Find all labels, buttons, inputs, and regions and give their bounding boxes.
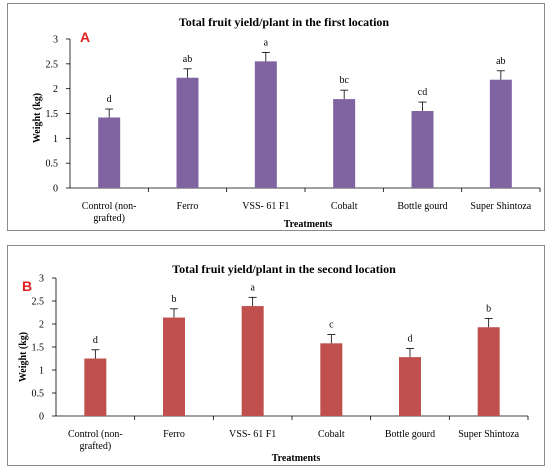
chart-a-plot-area: 0 0.5 1 1.5 2 2.5 3 d Control (non-grafted) ab Fer… [46, 35, 541, 224]
chart-b-significance-label: d [93, 335, 98, 346]
chart-a-y-tick-label: 2 [53, 84, 58, 95]
chart-a-error-bar [261, 52, 270, 62]
chart-b-bar [241, 306, 264, 416]
chart-a-svg: Total fruit yield/plant in the first loc… [32, 15, 541, 230]
chart-b-category-label: Ferro [163, 429, 185, 440]
chart-b-title: Total fruit yield/plant in the second lo… [172, 262, 396, 276]
chart-a-category-label: grafted) [93, 213, 125, 224]
chart-b-ylabel: Weight (kg) [18, 332, 29, 382]
chart-a-bar [489, 79, 512, 188]
chart-a-bar [411, 111, 434, 188]
chart-a-panel-label: A [80, 29, 90, 45]
chart-a-significance-label: a [264, 37, 269, 48]
chart-a-significance-label: ab [496, 56, 505, 67]
chart-a-significance-label: bc [339, 75, 349, 86]
chart-b-bar [84, 358, 107, 416]
chart-a-bar [254, 61, 277, 188]
chart-a-category-label: Bottle gourd [397, 201, 447, 212]
chart-a-y-tick-label: 2.5 [46, 59, 59, 70]
chart-a-error-bar [496, 70, 505, 80]
chart-b-significance-label: c [329, 320, 334, 331]
chart-b-y-tick-label: 3 [39, 274, 44, 285]
chart-b-bar [320, 343, 343, 416]
chart-panel-b: Total fruit yield/plant in the second lo… [7, 245, 545, 466]
chart-a-xlabel: Treatments [284, 219, 333, 230]
chart-a-error-bar [418, 101, 427, 112]
chart-b-category-label: VSS- 61 F1 [229, 429, 276, 440]
chart-b-category-label: Control (non- [68, 429, 123, 440]
chart-a-bar [176, 77, 199, 188]
chart-b-category-label: Super Shintoza [458, 429, 519, 440]
chart-b-error-bar [248, 296, 257, 307]
chart-a-error-bar [105, 108, 114, 118]
chart-b-significance-label: b [172, 294, 177, 305]
chart-b-bar [163, 317, 185, 416]
chart-panel-a: Total fruit yield/plant in the first loc… [7, 3, 545, 231]
chart-a-error-bar [340, 89, 349, 100]
chart-b-error-bar [170, 308, 178, 318]
chart-b-panel-label: B [22, 278, 32, 294]
chart-a-y-tick-label: 1.5 [46, 109, 59, 120]
chart-a-error-bar [183, 68, 192, 78]
chart-b-category-label: grafted) [80, 441, 112, 452]
chart-b-bar [477, 327, 500, 416]
chart-b-y-tick-label: 1 [39, 366, 44, 377]
chart-a-y-tick-label: 3 [53, 35, 58, 46]
chart-b-significance-label: b [486, 303, 491, 314]
chart-a-category-label: VSS- 61 F1 [242, 201, 289, 212]
chart-b-y-tick-label: 2.5 [32, 297, 45, 308]
chart-b-significance-label: a [250, 282, 255, 293]
chart-b-category-label: Cobalt [318, 429, 345, 440]
chart-a-category-label: Ferro [177, 201, 199, 212]
chart-a-ylabel: Weight (kg) [32, 93, 43, 143]
chart-b-svg: Total fruit yield/plant in the second lo… [18, 262, 529, 464]
chart-b-error-bar [91, 349, 100, 359]
chart-a-bar [98, 117, 121, 188]
chart-a-title: Total fruit yield/plant in the first loc… [179, 15, 390, 29]
chart-b-error-bar [484, 318, 493, 328]
chart-b-category-label: Bottle gourd [385, 429, 435, 440]
chart-b-xlabel: Treatments [272, 453, 321, 464]
chart-b-error-bar [406, 347, 414, 358]
chart-b-y-tick-label: 0.5 [32, 389, 45, 400]
chart-b-y-tick-label: 2 [39, 320, 44, 331]
chart-a-category-label: Control (non- [82, 201, 137, 212]
chart-b-bar [399, 357, 421, 416]
chart-a-category-label: Super Shintoza [470, 201, 531, 212]
chart-a-y-tick-label: 0 [53, 184, 58, 195]
chart-a-category-label: Cobalt [331, 201, 358, 212]
chart-b-significance-label: d [408, 333, 413, 344]
chart-a-y-tick-label: 0.5 [46, 159, 59, 170]
chart-b-error-bar [327, 334, 336, 344]
chart-b-y-tick-label: 0 [39, 412, 44, 423]
chart-a-y-tick-label: 1 [53, 134, 58, 145]
chart-b-plot-area: 0 0.5 1 1.5 2 2.5 3 d Control (non-grafted) b Ferr… [32, 274, 529, 452]
chart-a-bar [333, 99, 356, 188]
chart-a-significance-label: ab [183, 54, 192, 65]
chart-a-significance-label: cd [418, 87, 427, 98]
chart-b-y-tick-label: 1.5 [32, 343, 45, 354]
chart-a-significance-label: d [107, 94, 112, 105]
